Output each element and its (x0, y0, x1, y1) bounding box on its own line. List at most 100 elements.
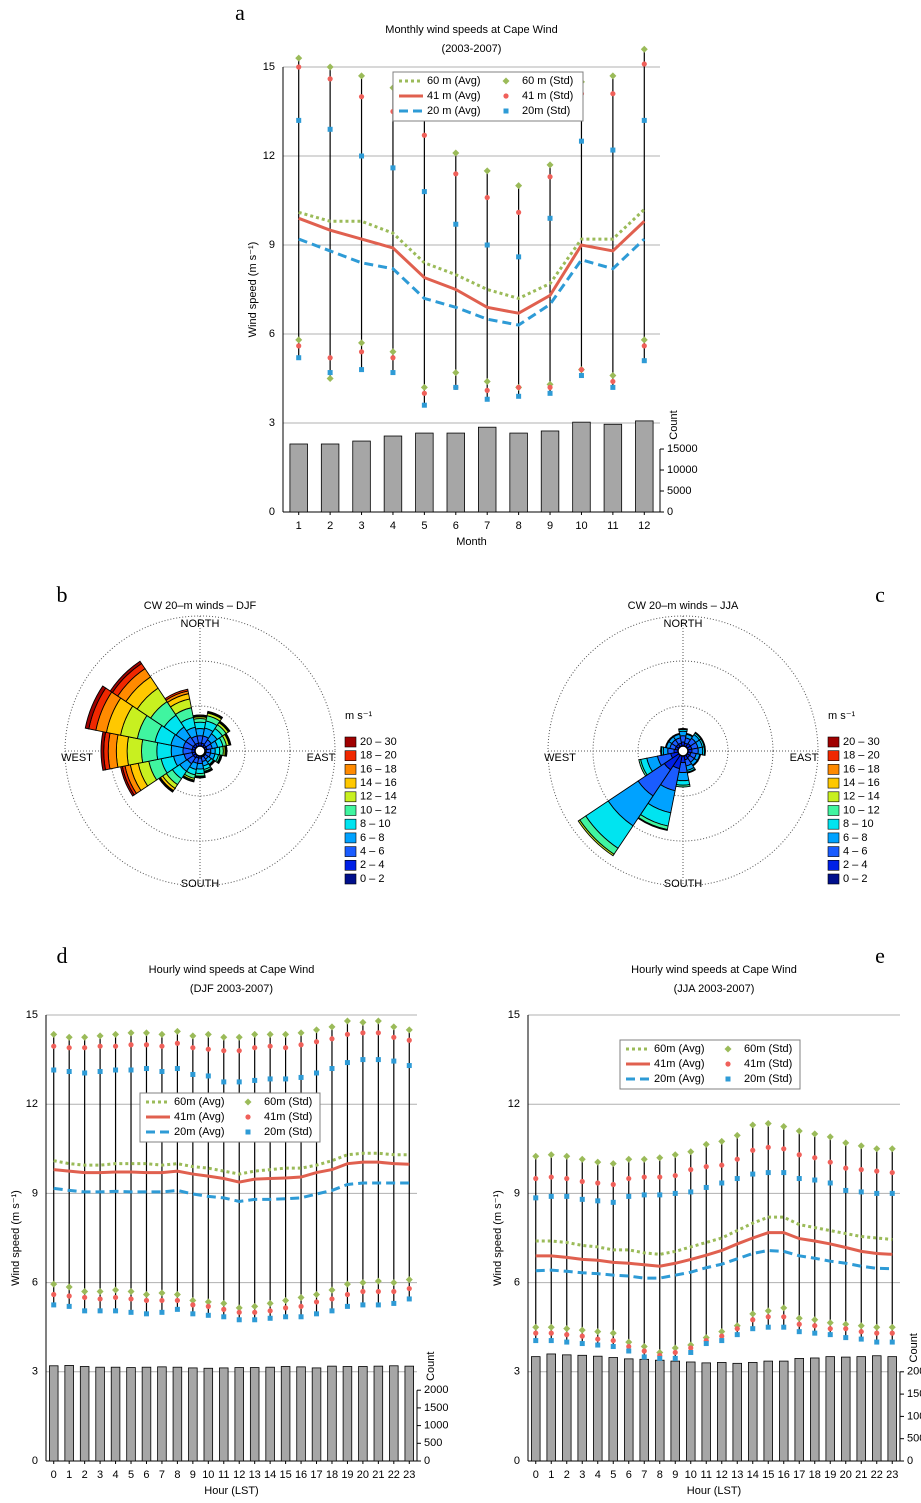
std-marker (205, 1073, 211, 1079)
std-marker (889, 1169, 895, 1176)
count-bar (389, 1365, 399, 1462)
legend-swatch (344, 846, 357, 857)
count-bar (546, 1353, 556, 1462)
direction-label: SOUTH (181, 878, 220, 890)
y-axis-label: Wind speed (m s⁻¹) (10, 1190, 22, 1286)
y-tick-label: 3 (514, 1366, 520, 1378)
std-marker (358, 349, 365, 355)
std-marker (251, 1030, 259, 1038)
std-marker (390, 1023, 398, 1031)
std-marker (641, 1348, 647, 1354)
direction-label: SOUTH (664, 878, 703, 890)
y2-tick-label: 500 (424, 1437, 442, 1449)
std-marker (595, 1198, 601, 1204)
std-marker (51, 1291, 57, 1298)
std-marker (127, 1288, 135, 1296)
x-tick-label: 12 (716, 1469, 728, 1481)
std-marker (640, 336, 648, 344)
std-marker (267, 1315, 273, 1321)
std-marker (81, 1033, 89, 1041)
std-marker (842, 1139, 850, 1147)
rose-segment (207, 710, 224, 719)
std-marker (548, 1338, 554, 1344)
legend-label: 20m (Avg) (174, 1126, 225, 1138)
x-tick-label: 5 (421, 520, 427, 532)
y2-tick-label: 1000 (907, 1410, 921, 1422)
std-marker (173, 1027, 181, 1035)
std-marker (484, 387, 490, 393)
std-marker (858, 1336, 864, 1342)
std-marker (657, 1192, 663, 1198)
legend-label: 10 – 12 (843, 804, 880, 816)
count-bar (373, 1365, 384, 1462)
y-axis-label: Wind speed (m s⁻¹) (492, 1190, 504, 1286)
chart-title: CW 20–m winds – DJF (144, 600, 257, 612)
x-tick-label: 1 (296, 520, 302, 532)
rose-segment (141, 739, 159, 763)
std-marker (295, 54, 303, 62)
count-bar (172, 1366, 183, 1462)
count-bar (531, 1356, 541, 1462)
direction-label: NORTH (664, 618, 703, 630)
count-bar (141, 1366, 152, 1462)
chart-title: (DJF 2003-2007) (190, 983, 273, 995)
std-marker (235, 1033, 243, 1041)
std-marker (672, 1355, 678, 1361)
std-marker (718, 1328, 726, 1336)
std-marker (421, 132, 427, 138)
std-marker (703, 1341, 709, 1347)
std-marker (734, 1156, 740, 1162)
legend-label: 0 – 2 (843, 873, 867, 885)
count-bar (311, 1367, 322, 1462)
std-marker (236, 1317, 242, 1323)
x-tick-label: 7 (484, 520, 490, 532)
std-marker (547, 390, 553, 396)
std-marker (734, 1332, 740, 1338)
std-marker (858, 1167, 864, 1173)
std-marker (360, 1288, 366, 1295)
rose-segment (84, 685, 107, 730)
std-marker (252, 1045, 258, 1051)
count-bar (157, 1366, 167, 1462)
panel: Hourly wind speeds at Cape Wind (DJF 2003… (10, 964, 449, 1497)
count-bar (95, 1366, 105, 1462)
std-marker (857, 1142, 865, 1150)
count-bar (342, 1366, 353, 1462)
y-tick-label: 0 (269, 506, 275, 518)
std-marker (610, 91, 616, 97)
x-tick-label: 17 (310, 1469, 322, 1481)
y-tick-label: 9 (32, 1187, 38, 1199)
y-tick-label: 12 (26, 1098, 38, 1110)
count-bar (249, 1367, 260, 1462)
y-tick-label: 15 (263, 61, 275, 73)
std-marker (327, 76, 333, 82)
count-bar (265, 1366, 275, 1462)
avg-line (535, 1231, 893, 1268)
x-tick-label: 18 (326, 1469, 338, 1481)
legend-label: 8 – 10 (843, 818, 874, 830)
std-marker (113, 1308, 119, 1314)
std-marker (749, 1121, 757, 1129)
count-bar (655, 1359, 665, 1462)
std-marker (765, 1314, 771, 1320)
chart-title: Hourly wind speeds at Cape Wind (149, 964, 315, 976)
std-marker (719, 1162, 725, 1168)
std-marker (174, 1297, 180, 1304)
y2-tick-label: 0 (424, 1455, 430, 1467)
std-marker (420, 383, 428, 391)
std-marker (656, 1154, 664, 1162)
std-marker (595, 1342, 601, 1348)
std-marker (702, 1140, 710, 1148)
std-marker (51, 1043, 57, 1049)
direction-label: EAST (307, 752, 336, 764)
y-tick-label: 6 (514, 1277, 520, 1289)
std-marker (578, 1326, 586, 1334)
rose-center (194, 745, 206, 757)
std-marker (595, 1336, 601, 1342)
std-marker (406, 1063, 412, 1069)
std-marker (205, 1046, 211, 1052)
y2-tick-label: 0 (907, 1455, 913, 1467)
x-tick-label: 6 (143, 1469, 149, 1481)
std-marker (190, 1302, 196, 1308)
avg-line (535, 1215, 893, 1256)
